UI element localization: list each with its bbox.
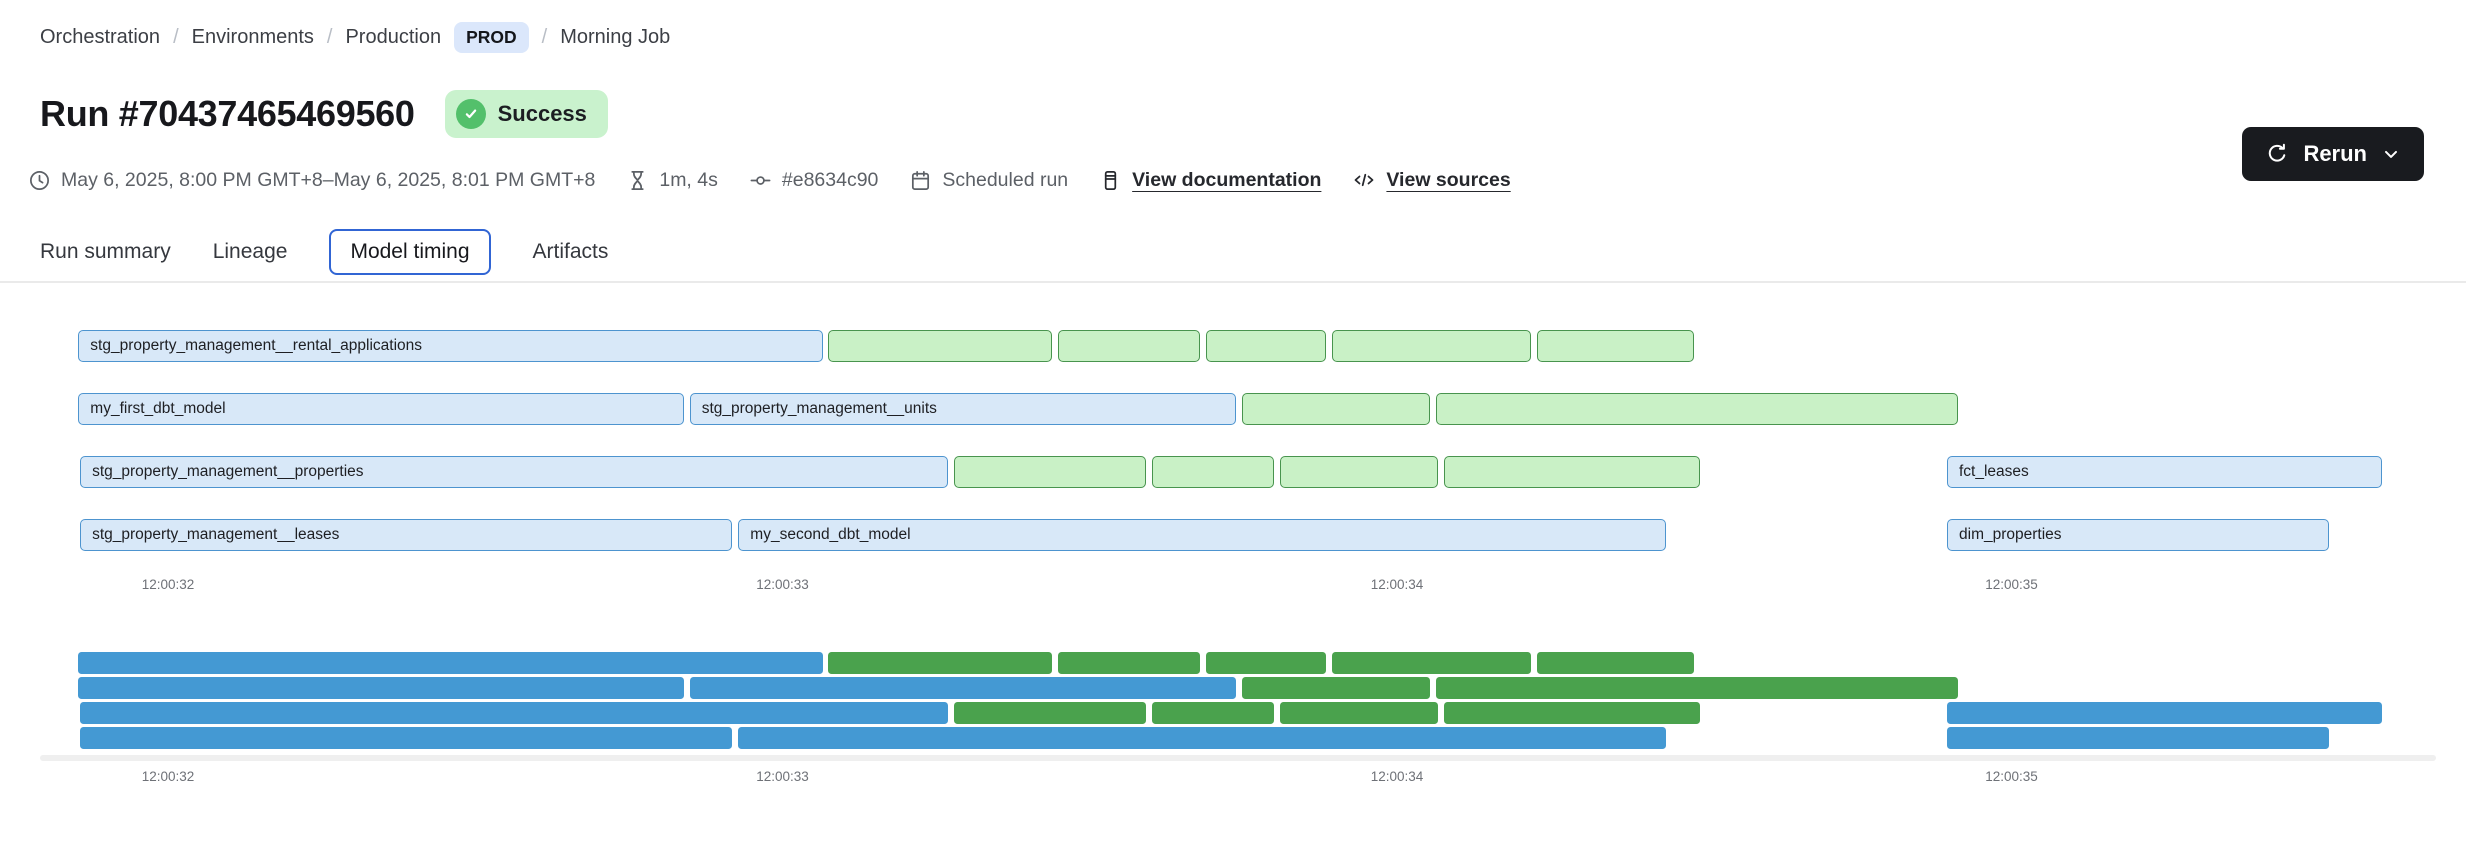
view-documentation[interactable]: View documentation (1099, 169, 1321, 192)
code-icon (1352, 168, 1376, 192)
breadcrumb: Orchestration / Environments / Productio… (40, 22, 670, 53)
run-header: Run #70437465469560 Success (40, 90, 608, 138)
breadcrumb-morning-job[interactable]: Morning Job (560, 26, 671, 48)
axis-tick-label: 12:00:34 (1370, 769, 1424, 784)
tab-model-timing[interactable]: Model timing (329, 229, 491, 275)
view-sources[interactable]: View sources (1352, 168, 1511, 192)
breadcrumb-separator: / (326, 26, 333, 48)
gantt-time-axis: 12:00:32 12:00:33 12:00:34 12:00:35 (0, 577, 2466, 597)
gantt-bar[interactable] (1242, 393, 1431, 425)
minimap-bar-stg_property_management__rental_applications[interactable] (78, 652, 824, 674)
gantt-bar-stg_property_management__properties[interactable]: stg_property_management__properties (80, 456, 948, 488)
minimap-bar[interactable] (1151, 702, 1275, 724)
rerun-refresh-icon (2265, 142, 2289, 166)
tabs-divider (0, 281, 2466, 283)
minimap-bar[interactable] (1435, 677, 1958, 699)
tab-lineage[interactable]: Lineage (212, 240, 288, 263)
minimap-bar[interactable] (953, 702, 1147, 724)
minimap-bar[interactable] (1205, 652, 1327, 674)
breadcrumb-separator: / (173, 26, 179, 48)
gantt-bar-stg_property_management__leases[interactable]: stg_property_management__leases (80, 519, 733, 551)
gantt-bar[interactable] (1205, 330, 1327, 362)
commit: #e8634c90 (749, 168, 879, 192)
minimap-bar-fct_leases[interactable] (1947, 702, 2383, 724)
minimap-bar[interactable] (1242, 677, 1431, 699)
minimap-bar-stg_property_management__properties[interactable] (80, 702, 948, 724)
gantt-bar[interactable] (828, 330, 1053, 362)
breadcrumb-orchestration[interactable]: Orchestration (40, 26, 161, 48)
gantt-bar[interactable] (1057, 330, 1200, 362)
gantt-bar[interactable] (1443, 456, 1700, 488)
minimap-bar[interactable] (1057, 652, 1200, 674)
axis-tick-label: 12:00:35 (1985, 769, 2038, 784)
duration-label: 1m, 4s (659, 168, 718, 191)
axis-tick-label: 12:00:32 (141, 577, 195, 592)
breadcrumb-separator: / (541, 26, 548, 48)
tab-run-summary[interactable]: Run summary (40, 240, 171, 263)
run-tabs: Run summary Lineage Model timing Artifacts (40, 224, 608, 280)
timing-minimap[interactable] (0, 652, 2466, 752)
gantt-bar[interactable] (1280, 456, 1439, 488)
page-title: Run #70437465469560 (40, 93, 415, 134)
git-commit-icon (749, 169, 772, 192)
minimap-brush-track[interactable] (40, 755, 2436, 761)
duration: 1m, 4s (626, 169, 718, 192)
document-icon (1099, 169, 1122, 192)
time-range: May 6, 2025, 8:00 PM GMT+8–May 6, 2025, … (28, 169, 595, 192)
minimap-time-axis: 12:00:32 12:00:33 12:00:34 12:00:35 (0, 769, 2466, 789)
minimap-bar-stg_property_management__leases[interactable] (80, 727, 733, 749)
minimap-bar[interactable] (1280, 702, 1439, 724)
gantt-bar-my_second_dbt_model[interactable]: my_second_dbt_model (738, 519, 1667, 551)
trigger-label: Scheduled run (942, 168, 1069, 191)
gantt-bar-my_first_dbt_model[interactable]: my_first_dbt_model (78, 393, 685, 425)
hourglass-icon (626, 169, 649, 192)
gantt-bar-stg_property_management__rental_applications[interactable]: stg_property_management__rental_applicat… (78, 330, 824, 362)
clock-icon (28, 169, 51, 192)
gantt-bar-fct_leases[interactable]: fct_leases (1947, 456, 2383, 488)
chevron-down-icon (2381, 144, 2401, 164)
gantt-bar[interactable] (1537, 330, 1694, 362)
tab-artifacts[interactable]: Artifacts (532, 240, 609, 263)
status-label: Success (497, 101, 587, 126)
axis-tick-label: 12:00:33 (756, 769, 809, 784)
gantt-bar[interactable] (1151, 456, 1275, 488)
minimap-bar-stg_property_management__units[interactable] (689, 677, 1236, 699)
view-documentation-link[interactable]: View documentation (1132, 168, 1322, 191)
minimap-bar[interactable] (1331, 652, 1531, 674)
status-badge: Success (444, 90, 608, 138)
gantt-bar-stg_property_management__units[interactable]: stg_property_management__units (689, 393, 1236, 425)
success-check-icon (455, 99, 486, 129)
axis-tick-label: 12:00:33 (756, 577, 809, 592)
view-sources-link[interactable]: View sources (1386, 168, 1511, 191)
environment-prod-badge: PROD (454, 22, 529, 53)
minimap-bar[interactable] (1443, 702, 1700, 724)
gantt-bar[interactable] (953, 456, 1147, 488)
model-timing-gantt: stg_property_management__rental_applicat… (0, 330, 2466, 552)
gantt-bar-dim_properties[interactable]: dim_properties (1947, 519, 2330, 551)
minimap-bar[interactable] (828, 652, 1053, 674)
minimap-bar[interactable] (1537, 652, 1694, 674)
gantt-bar[interactable] (1435, 393, 1958, 425)
commit-hash[interactable]: #e8634c90 (781, 168, 879, 191)
rerun-button[interactable]: Rerun (2242, 127, 2424, 181)
minimap-bar-dim_properties[interactable] (1947, 727, 2330, 749)
axis-tick-label: 12:00:32 (141, 769, 195, 784)
time-range-label: May 6, 2025, 8:00 PM GMT+8–May 6, 2025, … (61, 168, 596, 191)
minimap-bar-my_second_dbt_model[interactable] (738, 727, 1667, 749)
calendar-icon (909, 169, 932, 192)
rerun-label: Rerun (2303, 141, 2367, 166)
minimap-bar-my_first_dbt_model[interactable] (78, 677, 685, 699)
axis-tick-label: 12:00:34 (1370, 577, 1424, 592)
gantt-bar[interactable] (1331, 330, 1531, 362)
run-metadata: May 6, 2025, 8:00 PM GMT+8–May 6, 2025, … (28, 168, 1511, 192)
breadcrumb-environments[interactable]: Environments (191, 26, 314, 48)
breadcrumb-production[interactable]: Production (345, 26, 442, 48)
trigger: Scheduled run (909, 169, 1068, 192)
axis-tick-label: 12:00:35 (1985, 577, 2038, 592)
